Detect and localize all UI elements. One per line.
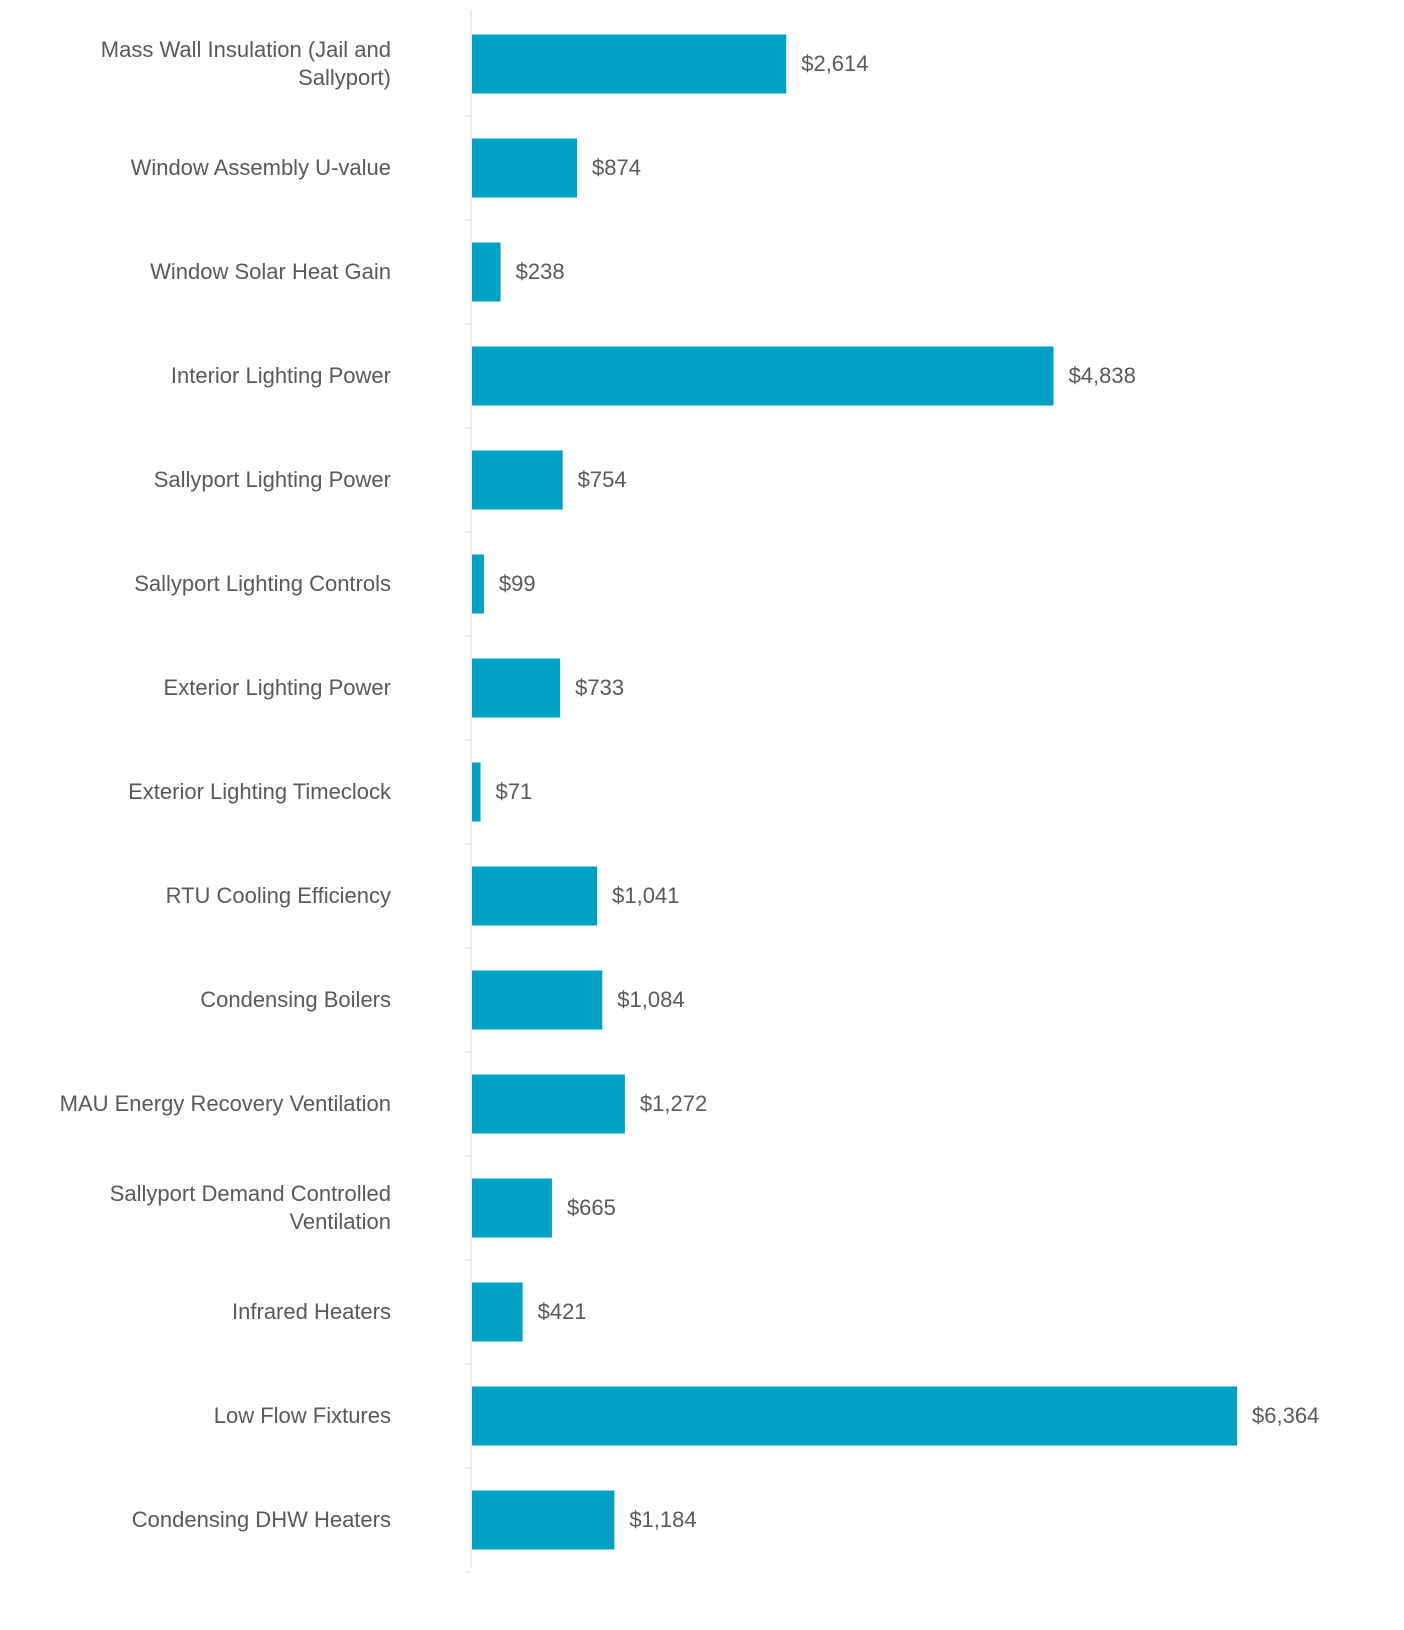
bar <box>472 1282 523 1342</box>
bar <box>472 970 603 1030</box>
category-label: Sallyport Lighting Power <box>153 467 391 492</box>
value-label: $874 <box>592 155 641 180</box>
value-label: $1,084 <box>617 987 684 1012</box>
value-label: $1,272 <box>640 1091 707 1116</box>
value-label: $1,041 <box>612 883 679 908</box>
category-label: Window Solar Heat Gain <box>150 259 391 284</box>
bar <box>472 242 501 302</box>
category-label: Condensing Boilers <box>200 987 391 1012</box>
category-label: Interior Lighting Power <box>170 363 391 388</box>
value-label: $2,614 <box>801 51 868 76</box>
category-label: RTU Cooling Efficiency <box>165 883 391 908</box>
category-label: Exterior Lighting Timeclock <box>128 779 391 804</box>
value-label: $4,838 <box>1069 363 1136 388</box>
value-label: $754 <box>578 467 627 492</box>
bar <box>472 346 1054 406</box>
value-label: $99 <box>499 571 536 596</box>
bar <box>472 34 787 94</box>
value-label: $1,184 <box>629 1507 696 1532</box>
bar <box>472 1386 1237 1446</box>
bar <box>472 1490 615 1550</box>
value-label: $665 <box>567 1195 616 1220</box>
value-label: $6,364 <box>1252 1403 1319 1428</box>
category-label: MAU Energy Recovery Ventilation <box>59 1091 391 1116</box>
category-label: Sallyport Lighting Controls <box>134 571 391 596</box>
category-label: Mass Wall Insulation (Jail and Sallyport… <box>100 37 391 90</box>
category-label: Exterior Lighting Power <box>163 675 391 700</box>
bar <box>472 1178 552 1238</box>
bar <box>472 138 578 198</box>
bar <box>472 762 481 822</box>
value-label: $238 <box>516 259 565 284</box>
category-label: Sallyport Demand Controlled Ventilation <box>109 1181 391 1234</box>
category-label: Infrared Heaters <box>232 1299 391 1324</box>
value-label: $421 <box>538 1299 587 1324</box>
bar <box>472 554 484 614</box>
category-label: Low Flow Fixtures <box>213 1403 391 1428</box>
bar <box>472 658 561 718</box>
category-label: Condensing DHW Heaters <box>131 1507 391 1532</box>
bar <box>472 866 598 926</box>
value-label: $71 <box>496 779 533 804</box>
bar <box>472 1074 625 1134</box>
value-label: $733 <box>575 675 624 700</box>
bar <box>472 450 563 510</box>
category-label: Window Assembly U-value <box>130 155 391 180</box>
